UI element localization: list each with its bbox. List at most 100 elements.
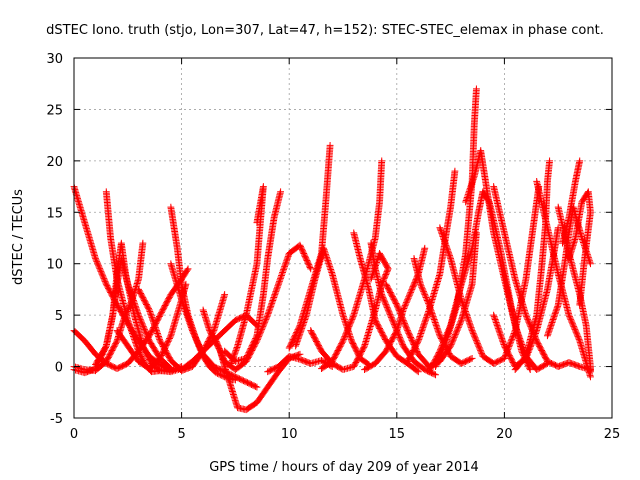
data-point [587, 260, 594, 268]
data-point [281, 261, 289, 269]
data-point [263, 314, 270, 322]
data-point [278, 270, 286, 278]
data-point [155, 334, 163, 342]
data-point [494, 323, 502, 331]
data-point [129, 331, 137, 339]
data-point [278, 272, 285, 279]
data-point [150, 318, 157, 326]
data-point [465, 318, 473, 326]
data-point [544, 332, 551, 340]
data-point [100, 275, 108, 282]
data-point [139, 239, 147, 247]
data-point [97, 268, 105, 275]
data-point [326, 142, 334, 149]
data-point [323, 255, 331, 263]
data-point [275, 279, 283, 287]
data-point [418, 285, 426, 293]
data-point [195, 341, 203, 348]
data-point [347, 335, 355, 343]
data-point [268, 299, 276, 307]
data-arc [92, 239, 185, 376]
data-arc [102, 188, 175, 376]
data-point [280, 264, 288, 272]
data-point [344, 326, 352, 333]
data-point [348, 316, 356, 323]
data-point [194, 339, 202, 347]
data-point [181, 305, 189, 312]
data-point [165, 354, 173, 362]
data-point [184, 313, 192, 321]
data-point [248, 343, 255, 351]
data-point [232, 346, 240, 354]
data-point [288, 339, 296, 346]
data-point [191, 332, 199, 340]
data-point [273, 285, 281, 293]
data-point [299, 247, 306, 255]
data-point [187, 324, 195, 332]
data-point [220, 355, 227, 362]
data-point [321, 249, 329, 257]
data-point [228, 357, 236, 364]
data-point [153, 328, 161, 336]
data-point [211, 333, 218, 341]
data-point [326, 264, 334, 272]
data-point [134, 344, 141, 352]
data-point [323, 253, 331, 261]
data-point [279, 269, 286, 276]
data-point [498, 336, 506, 344]
data-point [141, 326, 148, 333]
data-point [280, 266, 287, 273]
data-point [283, 257, 291, 265]
data-point [146, 309, 154, 317]
data-point [302, 255, 310, 263]
data-point [158, 340, 166, 348]
data-point [126, 324, 134, 332]
data-point [289, 336, 297, 343]
data-point [251, 336, 259, 344]
data-point [129, 330, 136, 337]
data-point [212, 336, 220, 344]
data-point [297, 326, 305, 334]
data-point [436, 225, 444, 233]
data-point [417, 328, 425, 336]
data-point [436, 224, 444, 232]
data-point [246, 346, 254, 354]
data-point [185, 316, 193, 324]
data-point [124, 318, 132, 326]
data-point [341, 317, 349, 325]
data-point [277, 273, 285, 281]
data-point [246, 347, 253, 355]
data-point [144, 334, 152, 342]
data-point [272, 288, 280, 296]
data-point [211, 335, 219, 342]
data-point [279, 267, 287, 275]
data-point [282, 260, 290, 268]
data-point [145, 306, 153, 314]
data-point [294, 335, 302, 343]
data-point [228, 358, 236, 366]
data-point [287, 340, 295, 348]
data-point [300, 317, 308, 325]
data-point [156, 337, 164, 345]
data-point [550, 313, 558, 321]
data-point [270, 292, 278, 300]
data-point [130, 334, 138, 342]
data-point [231, 349, 239, 357]
data-point [261, 317, 269, 325]
data-point [94, 260, 102, 268]
data-point [444, 247, 452, 255]
data-point [264, 311, 272, 319]
data-point [340, 336, 347, 343]
data-point [342, 330, 350, 338]
data-point [430, 314, 438, 322]
data-point [320, 246, 328, 254]
data-point [553, 305, 561, 313]
data-point [189, 328, 197, 336]
data-point [185, 318, 193, 326]
data-point [296, 330, 304, 338]
data-point [245, 349, 253, 357]
data-point [446, 252, 453, 260]
data-point [302, 254, 310, 262]
data-point [347, 334, 354, 342]
